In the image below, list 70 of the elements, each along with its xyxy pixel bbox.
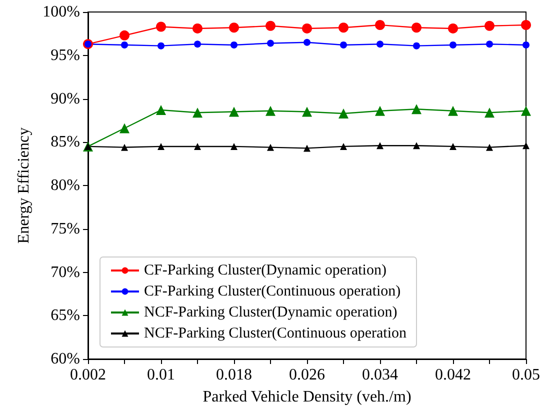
- point: [302, 23, 312, 34]
- y-tick-label: 65%: [50, 307, 80, 324]
- point: [450, 142, 456, 150]
- legend-label: NCF-Parking Cluster(Dynamic operation): [144, 304, 398, 320]
- point: [266, 20, 276, 31]
- point: [448, 106, 458, 116]
- point: [486, 40, 493, 48]
- point: [522, 142, 530, 150]
- x-tick-label: 0.034: [362, 366, 398, 384]
- x-tick-label: 0.002: [70, 366, 106, 384]
- x-tick-label: 0.026: [289, 366, 325, 384]
- x-tick-label: 0.018: [216, 366, 252, 384]
- x-tick-label: 0.05: [512, 366, 540, 384]
- point: [158, 142, 164, 150]
- x-tick-label: 0.042: [435, 366, 471, 384]
- y-axis-title: Energy Efficiency: [15, 127, 32, 244]
- point: [338, 108, 348, 118]
- legend-label: CF-Parking Cluster(Continuous operation): [144, 284, 401, 300]
- point: [304, 144, 310, 152]
- point: [194, 142, 201, 150]
- y-tick-label: 90%: [50, 90, 80, 108]
- point: [338, 22, 348, 33]
- point: [266, 106, 276, 116]
- point: [120, 123, 130, 134]
- y-tick-label: 60%: [50, 350, 80, 368]
- y-tick-label: 80%: [50, 177, 80, 194]
- point: [375, 20, 385, 30]
- point: [302, 106, 312, 117]
- point: [121, 144, 128, 151]
- point: [412, 22, 422, 33]
- point: [448, 23, 458, 34]
- point: [340, 142, 347, 150]
- y-tick-label: 100%: [42, 4, 80, 20]
- y-tick-label: 85%: [50, 134, 80, 151]
- point: [192, 23, 202, 34]
- point: [486, 144, 493, 151]
- point: [375, 106, 385, 116]
- point: [194, 40, 201, 48]
- legend-label: CF-Parking Cluster(Dynamic operation): [144, 262, 386, 278]
- x-axis-title: Parked Vehicle Density (veh./m): [202, 388, 412, 406]
- point: [521, 20, 531, 30]
- point: [522, 41, 530, 48]
- point: [413, 142, 420, 150]
- point: [156, 22, 166, 32]
- point: [230, 142, 238, 150]
- point: [304, 38, 310, 46]
- point: [484, 20, 494, 31]
- point: [413, 42, 420, 50]
- point: [156, 105, 166, 116]
- point: [412, 104, 422, 114]
- point: [192, 108, 202, 118]
- point: [267, 144, 274, 151]
- point: [230, 41, 238, 48]
- point: [158, 42, 164, 50]
- point: [376, 40, 384, 48]
- y-tick-label: 95%: [50, 46, 80, 64]
- point: [376, 142, 384, 150]
- point: [267, 40, 274, 47]
- point: [120, 30, 130, 40]
- y-tick-label: 75%: [50, 220, 80, 238]
- point: [121, 41, 128, 48]
- point: [229, 106, 239, 117]
- point: [521, 106, 531, 116]
- x-tick-label: 0.01: [147, 366, 175, 384]
- point: [340, 41, 347, 48]
- point: [450, 41, 456, 48]
- point: [229, 22, 239, 33]
- legend-label: NCF-Parking Cluster(Continuous operation: [144, 326, 407, 342]
- y-tick-label: 70%: [50, 264, 80, 281]
- point: [484, 108, 494, 118]
